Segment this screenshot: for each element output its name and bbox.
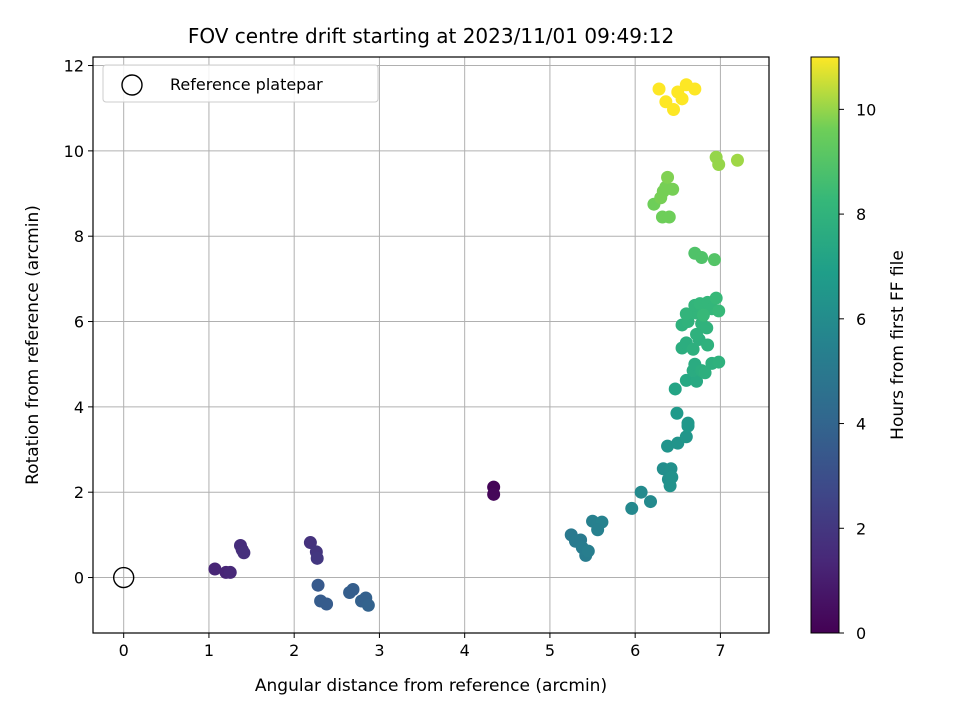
data-point <box>700 321 714 335</box>
data-point <box>661 170 675 184</box>
data-point <box>679 373 693 387</box>
data-point <box>666 182 680 196</box>
data-point <box>662 210 676 224</box>
data-point <box>681 416 695 430</box>
data-point <box>686 342 700 356</box>
data-point <box>303 536 317 550</box>
data-point <box>670 406 684 420</box>
data-point <box>698 366 712 380</box>
x-tick-label: 5 <box>545 641 555 660</box>
x-tick-label: 1 <box>204 641 214 660</box>
data-point <box>634 485 648 499</box>
colorbar-tick-label: 6 <box>856 310 866 329</box>
data-point <box>320 597 334 611</box>
data-point <box>665 470 679 484</box>
y-axis-ticks: 0 2 4 6 8 10 12 <box>64 57 93 588</box>
data-point <box>361 598 375 612</box>
data-point <box>581 544 595 558</box>
x-axis-label: Angular distance from reference (arcmin) <box>255 676 607 696</box>
data-point <box>661 439 675 453</box>
reference-point-marker <box>112 566 135 589</box>
data-point <box>644 495 658 509</box>
y-tick-label: 10 <box>64 142 84 161</box>
colorbar-tick-label: 4 <box>856 415 866 434</box>
data-point <box>346 582 360 596</box>
data-point <box>679 430 693 444</box>
reference-marker <box>112 566 135 589</box>
data-point <box>487 487 501 501</box>
data-point <box>625 501 639 515</box>
data-point <box>223 565 237 579</box>
data-point <box>712 158 726 172</box>
colorbar: 0 2 4 6 8 10 Hours from first FF file <box>810 56 908 643</box>
data-point <box>668 382 682 396</box>
legend-marker <box>121 74 143 96</box>
data-point <box>652 82 666 96</box>
y-tick-label: 8 <box>74 227 84 246</box>
data-point <box>591 523 605 537</box>
data-point <box>690 327 704 341</box>
colorbar-tick-label: 2 <box>856 519 866 538</box>
data-point <box>690 374 704 388</box>
data-point <box>667 102 681 116</box>
colorbar-tick-label: 10 <box>856 100 876 119</box>
y-tick-label: 6 <box>74 313 84 332</box>
x-axis-ticks: 0 1 2 3 4 5 6 7 <box>119 633 726 660</box>
legend-entry-label: Reference platepar <box>170 75 323 94</box>
y-axis-label: Rotation from reference (arcmin) <box>23 205 43 485</box>
data-point <box>679 307 693 321</box>
data-point <box>712 355 726 369</box>
y-tick-label: 4 <box>74 398 84 417</box>
data-point <box>688 82 702 96</box>
x-tick-label: 4 <box>460 641 470 660</box>
x-tick-label: 7 <box>715 641 725 660</box>
y-tick-label: 0 <box>74 569 84 588</box>
chart-title: FOV centre drift starting at 2023/11/01 … <box>188 24 674 48</box>
colorbar-gradient <box>810 56 840 634</box>
data-point <box>712 304 726 318</box>
x-tick-label: 2 <box>289 641 299 660</box>
y-tick-label: 2 <box>74 483 84 502</box>
y-tick-label: 12 <box>64 57 84 76</box>
data-point <box>701 338 715 352</box>
data-point <box>675 92 689 106</box>
data-point <box>707 253 721 267</box>
colorbar-label: Hours from first FF file <box>888 250 908 440</box>
legend: Reference platepar <box>102 64 379 103</box>
plot-frame <box>92 56 770 634</box>
x-tick-label: 0 <box>119 641 129 660</box>
colorbar-ticks: 0 2 4 6 8 10 <box>839 100 876 643</box>
data-point <box>208 562 222 576</box>
grid-lines <box>93 57 769 633</box>
data-point <box>730 153 744 167</box>
data-point <box>237 546 251 560</box>
data-point <box>709 291 723 305</box>
data-points <box>208 78 744 612</box>
data-point <box>695 251 709 265</box>
data-point <box>696 308 710 322</box>
data-point <box>311 578 325 592</box>
colorbar-tick-label: 8 <box>856 205 866 224</box>
legend-box <box>102 64 379 103</box>
x-tick-label: 3 <box>374 641 384 660</box>
colorbar-tick-label: 0 <box>856 624 866 643</box>
x-tick-label: 6 <box>630 641 640 660</box>
data-point <box>310 551 324 565</box>
